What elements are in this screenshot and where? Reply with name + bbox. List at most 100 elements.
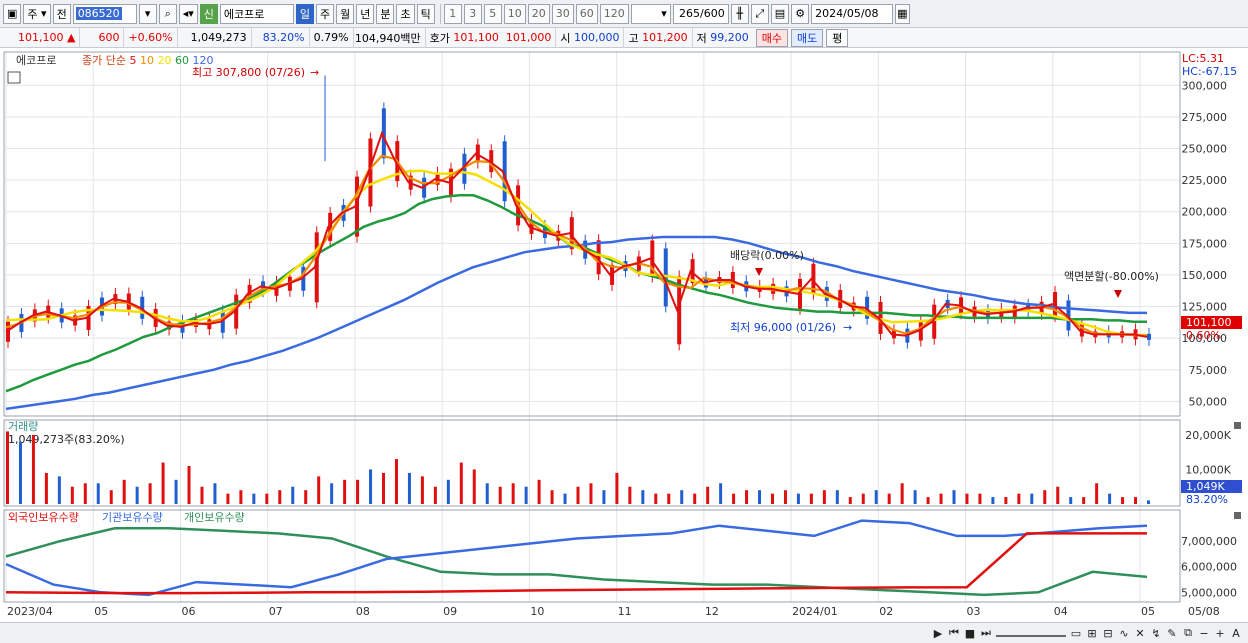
gear-icon[interactable]: ⚙ <box>791 3 810 24</box>
indicator-icon[interactable]: ∿ <box>1119 626 1129 640</box>
volume-bar <box>31 434 35 504</box>
volume-bar <box>602 490 606 504</box>
crosshair-icon[interactable]: ✕ <box>1135 626 1145 640</box>
price-tick-label: 150,000 <box>1182 269 1228 282</box>
volume-bar <box>537 479 541 504</box>
tab-1[interactable]: 주 <box>315 3 335 24</box>
stop-icon[interactable]: ■ <box>964 626 976 640</box>
chart-settings-icon[interactable]: ▣ <box>3 3 22 24</box>
open-value: 100,000 <box>573 31 620 44</box>
calendar-icon[interactable]: ▦ <box>895 3 910 24</box>
volume-bar <box>161 462 165 504</box>
split-marker-icon <box>1114 290 1122 298</box>
tab-5[interactable]: 초 <box>396 3 415 24</box>
eval-button[interactable]: 평 <box>826 28 849 47</box>
interval-3[interactable]: 3 <box>463 3 482 24</box>
x-tick-label: 12 <box>705 605 719 618</box>
current-price: 101,100 ▲ <box>0 27 81 48</box>
candle <box>596 240 601 275</box>
tab-4[interactable]: 분 <box>376 3 395 24</box>
prev-button[interactable]: 전 <box>52 3 71 24</box>
count-input[interactable]: 265/600 <box>672 3 729 24</box>
date-input[interactable]: 2024/05/08 <box>811 3 894 24</box>
tab-0[interactable]: 일 <box>295 3 314 24</box>
tab-6[interactable]: 틱 <box>416 3 435 24</box>
x-tick-label: 05 <box>94 605 108 618</box>
stock-code-input[interactable]: 086520 <box>72 3 137 24</box>
low-value: 99,200 <box>710 31 749 44</box>
interval-60[interactable]: 60 <box>575 3 598 24</box>
foreign-holding-line <box>5 532 1147 595</box>
price-tick-label: 75,000 <box>1189 364 1228 377</box>
tab-2[interactable]: 월 <box>336 3 355 24</box>
speaker-icon[interactable]: ◂▾ <box>178 3 198 24</box>
divider <box>439 3 441 24</box>
volume-bar <box>1095 483 1099 504</box>
interval-buttons: 1 3 5 10 20 30 60 120 <box>443 3 631 24</box>
interval-1[interactable]: 1 <box>443 3 462 24</box>
candle <box>610 264 615 285</box>
interval-30[interactable]: 30 <box>551 3 574 24</box>
volume-bar <box>809 493 813 504</box>
zoom-slider[interactable] <box>996 629 1066 637</box>
count-value: 265 <box>679 7 701 20</box>
font-size-icon[interactable]: A <box>1232 626 1240 640</box>
candle <box>663 248 668 307</box>
period-select[interactable]: 주 ▾ <box>23 3 51 24</box>
volume-bar <box>1017 493 1021 504</box>
candle <box>502 141 507 202</box>
volume-bar <box>252 493 256 504</box>
hoga-group: 호가 101,100 101,000 <box>426 27 557 48</box>
pen-icon[interactable]: ✎ <box>1167 626 1177 640</box>
count-total: /600 <box>700 7 725 20</box>
compare-icon[interactable]: ⊟ <box>1103 626 1113 640</box>
ma-10-line <box>5 154 1148 337</box>
stock-dropdown-button[interactable]: ▾ <box>138 3 157 24</box>
price-tick-label: 200,000 <box>1182 206 1228 219</box>
interval-120[interactable]: 120 <box>599 3 629 24</box>
measure-icon[interactable]: ↯ <box>1151 626 1161 640</box>
draw-tool-icon[interactable]: ⤢ <box>750 3 769 24</box>
ma-legend: 종가 단순 5 10 20 60 120 <box>82 54 213 67</box>
x-axis: 2023/04 05 06 07 08 09 10 11 12 2024/01 02 03 04 05 05… <box>7 605 1220 618</box>
tab-3[interactable]: 년 <box>356 3 375 24</box>
ma-legend-120: 120 <box>192 54 213 67</box>
layout-icon[interactable]: ▭ <box>1070 626 1082 640</box>
volume-bar <box>226 493 230 504</box>
volume-bar <box>1108 493 1112 504</box>
volume-bar <box>524 486 528 504</box>
candle <box>328 212 333 241</box>
x-tick-label: 02 <box>879 605 893 618</box>
volume-close-icon[interactable] <box>1234 422 1241 429</box>
scroll-end-icon[interactable]: ⏭ <box>981 626 991 639</box>
sell-button[interactable]: 매도 <box>790 28 824 47</box>
ma-20-line <box>5 169 1148 337</box>
interval-5[interactable]: 5 <box>483 3 502 24</box>
zoom-out-icon[interactable]: − <box>1199 626 1209 640</box>
candle <box>462 153 467 184</box>
institution-holding-line <box>5 519 1148 597</box>
volume-bar <box>952 490 956 504</box>
up-arrow-icon: ▲ <box>67 31 76 44</box>
candle <box>381 108 386 159</box>
scroll-start-icon[interactable]: ⏮ <box>949 626 959 639</box>
search-icon[interactable]: ⌕ <box>158 3 177 24</box>
scroll-right-icon[interactable]: ▶ <box>933 626 943 640</box>
interval-custom-select[interactable]: ▾ <box>630 3 671 24</box>
grid-icon[interactable]: ⊞ <box>1087 626 1097 640</box>
buy-button[interactable]: 매수 <box>755 28 788 47</box>
save-icon[interactable]: ▤ <box>770 3 790 24</box>
x-tick-label: 10 <box>530 605 544 618</box>
copy-icon[interactable]: ⧉ <box>1184 626 1192 639</box>
zoom-in-icon[interactable]: + <box>1215 626 1225 640</box>
stock-name-value: 에코프로 <box>223 7 265 21</box>
volume-bar <box>965 493 969 504</box>
holding-close-icon[interactable] <box>1234 512 1241 519</box>
stock-name-field[interactable]: 에코프로 <box>219 3 294 24</box>
interval-10[interactable]: 10 <box>503 3 526 24</box>
panel-table-icon[interactable] <box>7 71 21 84</box>
candle-type-icon[interactable]: ╫ <box>730 3 749 24</box>
chart-svg[interactable]: 에코프로 종가 단순 5 10 20 60 120 LC:5.31 HC:-67… <box>0 48 1248 622</box>
interval-20[interactable]: 20 <box>527 3 550 24</box>
